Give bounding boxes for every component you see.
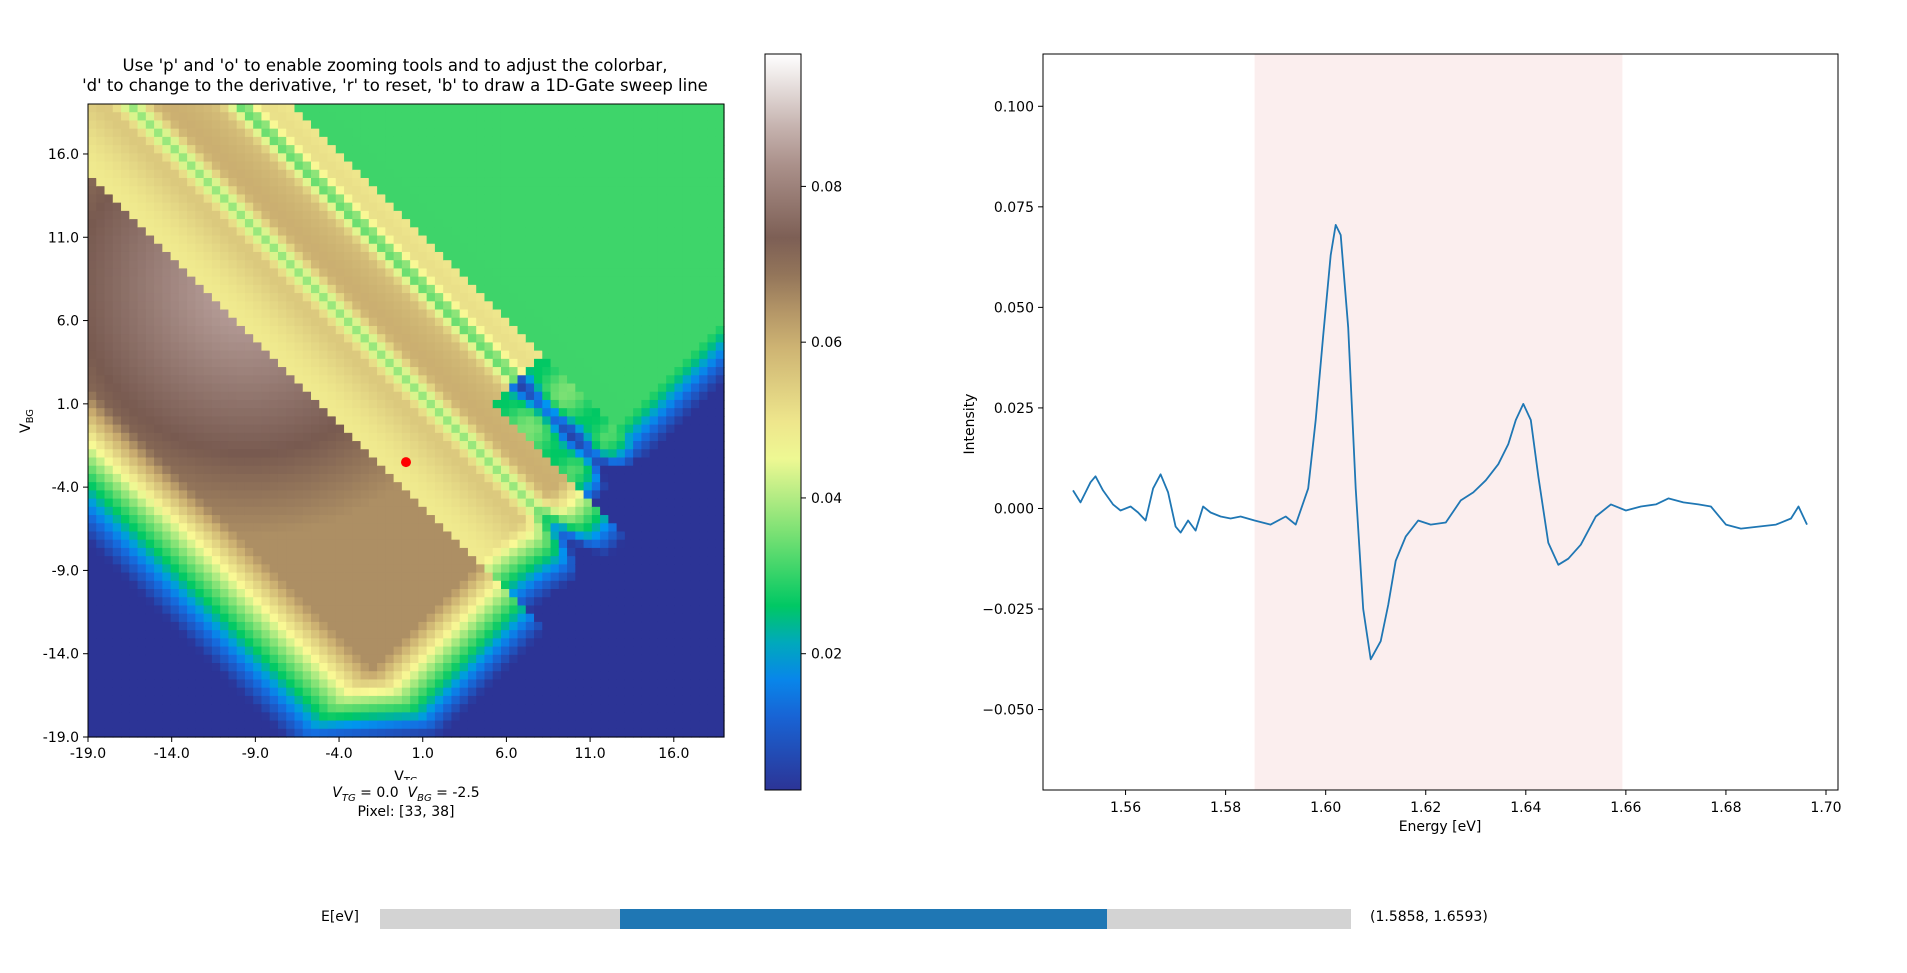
heatmap-frame [87,103,725,738]
heatmap-y-tick-label: -14.0 [43,647,79,663]
heatmap-x-tick-label: 1.0 [412,746,434,762]
gate-readout: VTG = 0.0 VBG = -2.5 [332,785,480,804]
heatmap-y-tick-label: -19.0 [43,730,79,746]
colorbar-tick-label: 0.02 [811,647,842,663]
selected-pixel-marker[interactable] [401,457,411,468]
energy-range-fill[interactable] [620,909,1107,929]
pixel-readout: Pixel: [33, 38] [357,804,455,820]
heatmap-y-tick-label: 11.0 [48,230,79,246]
energy-range-max-handle[interactable] [1103,909,1111,929]
spectrum-x-ticks: 1.56 1.58 1.60 1.62 1.64 1.66 1.68 1.70 [1110,790,1842,816]
energy-range-highlight [1254,54,1623,790]
spectrum-x-tick-label: 1.58 [1210,800,1241,816]
heatmap-x-ticks: -19.0 -14.0 -9.0 -4.0 1.0 6.0 11.0 16.0 [70,737,689,762]
spectrum-y-tick-label: 0.025 [994,401,1034,417]
heatmap-x-tick-label: -9.0 [242,746,269,762]
colorbar-tick-label: 0.08 [811,179,842,195]
heatmap-x-tick-label: -14.0 [154,746,190,762]
spectrum-x-tick-label: 1.70 [1810,800,1841,816]
colorbar[interactable]: 0.02 0.04 0.06 0.08 [760,50,870,796]
spectrum-x-tick-label: 1.56 [1110,800,1141,816]
spectrum-y-tick-label: −0.025 [982,602,1034,618]
heatmap-chart[interactable]: -19.0 -14.0 -9.0 -4.0 1.0 6.0 11.0 16.0 16.0 11.… [0,0,760,780]
spectrum-x-tick-label: 1.60 [1310,800,1341,816]
colorbar-tick-label: 0.06 [811,335,842,351]
energy-range-slider[interactable] [380,909,1351,929]
spectrum-x-axis-label: Energy [eV] [1399,819,1482,835]
heatmap-y-tick-label: 16.0 [48,147,79,163]
heatmap-x-tick-label: 11.0 [575,746,606,762]
heatmap-title: Use 'p' and 'o' to enable zooming tools … [60,56,730,96]
colorbar-gradient [764,53,802,791]
heatmap-y-axis-label: VBG [18,409,36,433]
spectrum-y-tick-label: 0.075 [994,200,1034,216]
heatmap-title-line-2: 'd' to change to the derivative, 'r' to … [82,76,708,95]
spectrum-y-tick-label: −0.050 [982,703,1034,719]
spectrum-y-tick-label: 0.100 [994,99,1034,115]
spectrum-y-axis-label: Intensity [962,394,978,455]
spectrum-chart[interactable]: 1.56 1.58 1.60 1.62 1.64 1.66 1.68 1.70 0.1000.… [940,40,1860,840]
heatmap-x-tick-label: -19.0 [70,746,106,762]
spectrum-x-tick-label: 1.62 [1410,800,1441,816]
colorbar-tick-label: 0.04 [811,491,842,507]
heatmap-y-tick-label: -4.0 [52,480,79,496]
spectrum-y-tick-label: 0.050 [994,300,1034,316]
heatmap-x-tick-label: 6.0 [495,746,517,762]
heatmap-y-tick-label: 6.0 [57,314,79,330]
energy-range-min-handle[interactable] [616,909,624,929]
heatmap-title-line-1: Use 'p' and 'o' to enable zooming tools … [122,56,668,75]
spectrum-frame [1042,53,1839,791]
energy-range-value: (1.5858, 1.6593) [1370,909,1488,925]
energy-slider-label: E[eV] [321,909,359,925]
heatmap-x-axis-label: VTG [394,769,417,780]
heatmap-cells [88,104,725,738]
colorbar-ticks: 0.02 0.04 0.06 0.08 [801,179,842,663]
heatmap-x-tick-label: -4.0 [325,746,352,762]
heatmap-y-tick-label: 1.0 [57,397,79,413]
spectrum-series-line [1072,223,1808,661]
heatmap-y-tick-label: -9.0 [52,563,79,579]
heatmap-y-ticks: 16.0 11.0 6.0 1.0 -4.0 -9.0 -14.0 -19.0 [43,147,88,746]
spectrum-y-tick-label: 0.000 [994,501,1034,517]
spectrum-series [1072,223,1808,661]
heatmap-x-tick-label: 16.0 [658,746,689,762]
spectrum-x-tick-label: 1.66 [1610,800,1641,816]
spectrum-y-ticks: 0.100 0.075 0.050 0.025 0.000 −0.025 −0.050 [982,99,1043,719]
spectrum-x-tick-label: 1.64 [1510,800,1541,816]
spectrum-x-tick-label: 1.68 [1710,800,1741,816]
